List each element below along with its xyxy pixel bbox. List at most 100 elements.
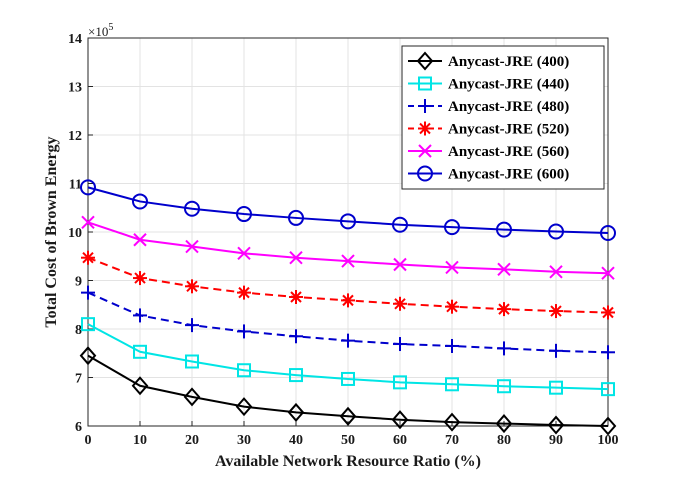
data-point [183,387,201,407]
series-0 [79,346,617,436]
legend-item: Anycast-JRE (520) [408,121,569,138]
x-tick-label: 20 [185,433,199,448]
legend-label: Anycast-JRE (520) [448,122,569,138]
y-tick-label: 7 [75,372,82,387]
data-point [133,344,147,359]
series-line [87,323,609,391]
data-point [185,354,199,369]
data-point [392,216,408,233]
y-tick-label: 13 [68,81,82,96]
data-point [341,371,355,386]
x-axis-label: Available Network Resource Ratio (%) [215,453,481,470]
y-tick-label: 12 [68,129,82,144]
y-tick-label: 10 [68,226,82,241]
data-point [547,415,565,435]
y-tick-label: 8 [75,323,82,338]
data-point [339,406,357,426]
x-tick-label: 60 [393,433,407,448]
data-point [601,305,615,320]
y-tick-label: 14 [68,32,82,47]
legend-item: Anycast-JRE (560) [408,144,569,160]
data-point [444,219,460,236]
data-point [185,239,199,254]
legend-label: Anycast-JRE (480) [448,99,569,115]
data-point [185,318,199,333]
legend-item: Anycast-JRE (440) [408,76,569,93]
legend-label: Anycast-JRE (600) [448,167,569,183]
series-line [87,354,609,427]
data-point [393,375,407,390]
x-tick-label: 0 [85,433,92,448]
data-point [341,293,355,308]
data-point [445,377,459,392]
y-tick-label: 9 [75,275,82,290]
data-point [81,285,95,300]
data-point [81,250,95,265]
data-point [393,296,407,311]
legend-marker [417,165,433,182]
data-point [601,266,615,280]
data-point [289,368,303,383]
data-point [133,233,147,247]
data-point [236,206,252,223]
data-point [288,209,304,226]
y-axis-label: Total Cost of Brown Energy [43,136,60,327]
series-1 [81,317,615,397]
data-point [81,317,95,332]
legend-label: Anycast-JRE (440) [448,77,569,93]
legend-label: Anycast-JRE (400) [448,54,569,70]
data-point [393,337,407,352]
legend-item: Anycast-JRE (600) [408,165,569,183]
legend-marker [418,99,432,113]
series-3 [81,250,615,320]
x-tick-label: 40 [289,433,303,448]
y-tick-label: 6 [75,420,82,435]
data-point [237,285,251,300]
legend-marker [418,144,432,158]
x-tick-label: 100 [598,433,619,448]
x-tick-label: 50 [341,433,355,448]
legend-label: Anycast-JRE (560) [448,144,569,160]
data-point [289,250,303,265]
legend-marker [418,121,432,136]
data-point [601,345,615,360]
data-point [341,254,355,268]
data-point [185,279,199,294]
data-point [601,382,615,397]
data-point [80,179,96,196]
data-point [600,224,616,241]
data-point [549,380,563,395]
data-point [497,262,511,277]
data-point [289,289,303,304]
series-5 [80,179,616,241]
x-tick-label: 10 [133,433,147,448]
legend-item: Anycast-JRE (480) [408,99,569,115]
data-point [235,397,253,417]
legend-box [401,45,605,190]
series-2 [81,285,615,360]
data-point [445,338,459,353]
data-point [445,260,459,275]
x-tick-label: 80 [497,433,511,448]
data-point [443,412,461,432]
data-point [496,221,512,238]
data-point [341,333,355,348]
y-tick-label: 11 [69,178,82,193]
data-point [237,246,251,261]
data-point [549,265,563,279]
data-point [237,324,251,339]
series-line [87,186,609,234]
legend-item: Anycast-JRE (400) [408,51,569,71]
data-point [133,308,147,323]
data-point [133,271,147,286]
legend-marker [416,51,434,71]
data-point [497,379,511,394]
data-point [131,376,149,396]
data-point [497,341,511,356]
data-point [184,200,200,217]
legend-marker [418,76,432,91]
data-point [289,329,303,344]
data-point [287,402,305,422]
data-point [549,304,563,319]
